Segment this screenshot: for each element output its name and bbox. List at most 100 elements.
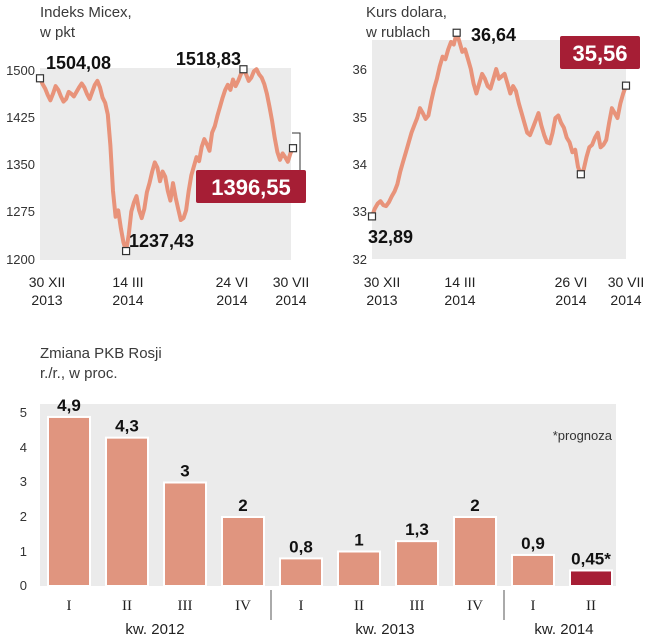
- last-point-marker: [621, 81, 631, 90]
- bar: [47, 415, 91, 588]
- gdp-subtitle: r./r., w proc.: [40, 365, 118, 382]
- bar-value-label: 4,3: [115, 417, 139, 436]
- start-point-marker: [35, 74, 45, 83]
- gdp-ytick: 5: [20, 405, 27, 420]
- usd-title: Kurs dolara,: [366, 4, 447, 21]
- bar: [569, 569, 613, 587]
- micex-title: Indeks Micex,: [40, 4, 132, 21]
- bar-category-label: IV: [235, 598, 251, 614]
- gdp-ytick: 1: [20, 544, 27, 559]
- last-point-marker: [288, 144, 298, 153]
- gdp-ytick: 2: [20, 509, 27, 524]
- series-line: [370, 30, 628, 219]
- gdp-ytick: 4: [20, 440, 27, 455]
- min-point-marker: [367, 212, 377, 221]
- bar: [511, 553, 555, 588]
- gdp-title: Zmiana PKB Rosji: [40, 345, 162, 362]
- micex-callout-leader: [292, 132, 301, 170]
- micex-xlabel: 30 XII: [29, 274, 66, 290]
- usd-ytick: 34: [353, 157, 367, 172]
- bar-category-label: I: [531, 598, 536, 614]
- bar: [221, 516, 265, 587]
- bar: [453, 516, 497, 587]
- micex-xlabel: 14 III: [112, 274, 143, 290]
- bar-category-label: I: [299, 598, 304, 614]
- usd-last-value: 35,56: [572, 41, 627, 66]
- bar-value-label: 4,9: [57, 396, 81, 415]
- usd-subtitle: w rublach: [365, 24, 430, 41]
- bar-category-label: II: [122, 598, 132, 614]
- micex-xlabel: 30 VII: [273, 274, 310, 290]
- micex-xlabel: 24 VI: [216, 274, 249, 290]
- micex-ytick: 1500: [6, 63, 35, 78]
- bar-category-label: I: [67, 598, 72, 614]
- bar-value-label: 0,9: [521, 534, 545, 553]
- gdp-footnote: *prognoza: [553, 428, 613, 443]
- bar: [105, 436, 149, 587]
- micex-series: [35, 65, 298, 256]
- gdp-group-label: kw. 2013: [355, 621, 414, 638]
- gdp-group-label: kw. 2012: [125, 621, 184, 638]
- gdp-y-axis: 0 1 2 3 4 5: [20, 405, 27, 593]
- min-point-marker: [121, 246, 131, 256]
- usd-ytick: 32: [353, 252, 367, 267]
- usd-xlabel: 14 III: [444, 274, 475, 290]
- usd-xlabel: 2014: [610, 292, 641, 308]
- micex-min-label: 1237,43: [129, 231, 194, 251]
- usd-xlabel: 2014: [444, 292, 475, 308]
- micex-chart: Indeks Micex, w pkt 1500 1425 1350 1275 …: [6, 4, 309, 308]
- micex-ytick: 1350: [6, 157, 35, 172]
- micex-start-label: 1504,08: [46, 53, 111, 73]
- bar: [279, 557, 323, 588]
- micex-ytick: 1200: [6, 252, 35, 267]
- usd-chart: Kurs dolara, w rublach 36 35 34 33 32 32…: [353, 4, 645, 308]
- micex-last-value-box: [196, 170, 306, 203]
- micex-xlabel: 2014: [216, 292, 247, 308]
- micex-xlabel: 2014: [112, 292, 143, 308]
- gdp-ytick: 0: [20, 578, 27, 593]
- micex-subtitle: w pkt: [39, 24, 76, 41]
- bar-value-label: 3: [180, 462, 189, 481]
- micex-ytick: 1275: [6, 204, 35, 219]
- bar-category-label: III: [410, 598, 425, 614]
- max-point-marker: [239, 65, 248, 74]
- usd-xlabel: 2013: [366, 292, 397, 308]
- bar: [337, 550, 381, 587]
- micex-max-label: 1518,83: [176, 49, 241, 69]
- series-line: [38, 67, 295, 254]
- usd-ytick: 35: [353, 110, 367, 125]
- bar-value-label: 1: [354, 531, 363, 550]
- usd-ytick: 36: [353, 62, 367, 77]
- gdp-chart: Zmiana PKB Rosji r./r., w proc. *prognoz…: [20, 345, 616, 638]
- usd-max-label: 36,64: [471, 25, 516, 45]
- bar-category-label: IV: [467, 598, 483, 614]
- micex-plot-area: [40, 68, 291, 260]
- micex-last-value: 1396,55: [211, 175, 291, 200]
- usd-ytick: 33: [353, 204, 367, 219]
- usd-x-axis: 30 XII 2013 14 III 2014 26 VI 2014 30 VI…: [364, 274, 645, 308]
- gdp-ytick: 3: [20, 474, 27, 489]
- bar: [395, 540, 439, 588]
- usd-xlabel: 26 VI: [555, 274, 588, 290]
- usd-xlabel: 30 VII: [608, 274, 645, 290]
- bar-value-label: 2: [470, 496, 479, 515]
- bar-category-label: III: [178, 598, 193, 614]
- gdp-bars: 4,9 I 4,3 II 3 III 2 IV 0,8 I 1 II 1,3 III 2 IV 0,9 I 0,45…: [47, 396, 613, 614]
- micex-xlabel: 2013: [31, 292, 62, 308]
- usd-xlabel: 30 XII: [364, 274, 401, 290]
- usd-last-value-box: [560, 36, 640, 69]
- bar-value-label: 0,45*: [571, 549, 611, 568]
- bar: [163, 481, 207, 587]
- bar-category-label: II: [586, 598, 596, 614]
- micex-x-axis: 30 XII 2013 14 III 2014 24 VI 2014 30 VI…: [29, 274, 310, 308]
- bar-value-label: 1,3: [405, 520, 429, 539]
- usd-min-label: 32,89: [368, 227, 413, 247]
- gdp-group-label: kw. 2014: [534, 621, 593, 638]
- bar-category-label: II: [354, 598, 364, 614]
- micex-ytick: 1425: [6, 110, 35, 125]
- bar-value-label: 2: [238, 496, 247, 515]
- usd-xlabel: 2014: [555, 292, 586, 308]
- bar-value-label: 0,8: [289, 537, 313, 556]
- low-point-marker: [576, 170, 585, 179]
